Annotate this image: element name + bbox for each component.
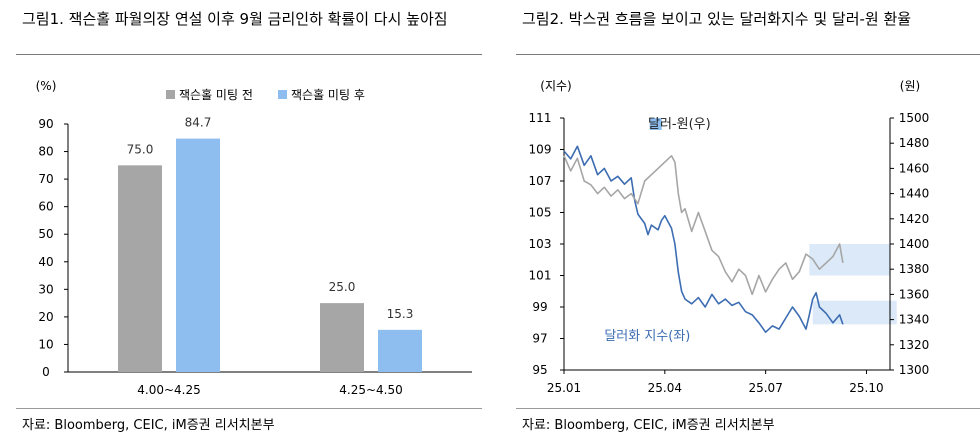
right-source: 자료: Bloomberg, CEIC, iM증권 리서치본부: [522, 418, 775, 433]
line-ytick-left-label-2: 99: [532, 300, 547, 314]
line-chart: (지수) (원) 95 97 99 101 103 105 107 109 111 1300 1320 1…: [529, 79, 930, 395]
bar-2-1: [320, 303, 364, 372]
right-panel: 그림2. 박스권 흐름을 보이고 있는 달러화지수 및 달러-원 환율 (지수)…: [500, 0, 980, 436]
line-ytick-right-label-0: 1300: [899, 363, 930, 377]
line-ytick-right-label-4: 1380: [899, 262, 930, 276]
line-ytick-left-label-3: 101: [529, 269, 552, 283]
right-figure-title: 그림2. 박스권 흐름을 보이고 있는 달러화지수 및 달러-원 환율: [522, 10, 912, 28]
krw-series-line: [563, 155, 844, 296]
line-ytick-right-label-10: 1500: [899, 111, 930, 125]
line-ytick-left-label-5: 105: [529, 206, 552, 220]
bar-ytick-label-6: 60: [38, 200, 53, 214]
left-chart-area: (%) 잭슨홀 미팅 전 잭슨홀 미팅 후 0 10 20 30 40 50 60 70 80 90 4.…: [16, 62, 482, 404]
line-ytick-right-label-7: 1440: [899, 187, 930, 201]
bar-data-label-2-1: 25.0: [329, 280, 356, 294]
bar-ytick-label-1: 10: [38, 337, 53, 351]
bar-ytick-label-7: 70: [38, 172, 53, 186]
line-ytick-right-label-6: 1420: [899, 212, 930, 226]
line-ytick-right-label-9: 1480: [899, 136, 930, 150]
line-ytick-right-label-2: 1340: [899, 313, 930, 327]
bar-ytick-label-0: 0: [42, 365, 50, 379]
range-box-1: [809, 244, 890, 276]
range-box-2: [812, 300, 897, 325]
left-source: 자료: Bloomberg, CEIC, iM증권 리서치본부: [22, 418, 275, 433]
left-figure-title: 그림1. 잭슨홀 파월의장 연설 이후 9월 금리인하 확률이 다시 높아짐: [22, 10, 448, 28]
legend-swatch-2: [278, 90, 287, 99]
bar-data-label-1-2: 84.7: [185, 116, 212, 130]
line-ytick-left-label-7: 109: [529, 143, 552, 157]
bar-category-label-1: 4.00~4.25: [137, 383, 201, 397]
dxy-series-label: 달러화 지수(좌): [604, 329, 690, 344]
line-ylabel-right: (원): [900, 79, 920, 93]
line-ytick-left-label-0: 95: [532, 363, 547, 377]
line-xtick-label-2: 25.07: [748, 381, 782, 395]
krw-label-highlight: [649, 118, 662, 130]
bar-chart: (%) 잭슨홀 미팅 전 잭슨홀 미팅 후 0 10 20 30 40 50 60 70 80 90 4.…: [36, 79, 472, 397]
bar-data-label-2-2: 15.3: [387, 307, 414, 321]
bar-ytick-label-9: 90: [38, 117, 53, 131]
line-ytick-right-label-5: 1400: [899, 237, 930, 251]
legend-label-2: 잭슨홀 미팅 후: [291, 88, 365, 102]
line-ytick-right-label-3: 1360: [899, 287, 930, 301]
bar-category-label-2: 4.25~4.50: [339, 383, 403, 397]
krw-series-label: 달러-원(우): [648, 117, 711, 132]
right-chart-area: (지수) (원) 95 97 99 101 103 105 107 109 111 1300 1320 1…: [516, 62, 980, 404]
left-bottom-rule: [16, 408, 482, 409]
line-ytick-left-label-4: 103: [529, 237, 552, 251]
line-xtick-label-0: 25.01: [547, 381, 581, 395]
left-panel: 그림1. 잭슨홀 파월의장 연설 이후 9월 금리인하 확률이 다시 높아짐 (…: [0, 0, 482, 436]
right-bottom-rule: [516, 408, 980, 409]
legend-swatch-1: [166, 90, 175, 99]
line-ytick-right-label-1: 1320: [899, 338, 930, 352]
bar-ytick-label-2: 20: [38, 310, 53, 324]
bar-ytick-label-3: 30: [38, 282, 53, 296]
line-ytick-left-label-6: 107: [529, 174, 552, 188]
line-xtick-label-3: 25.10: [849, 381, 883, 395]
bar-1-2: [176, 138, 220, 372]
bar-ytick-label-8: 80: [38, 145, 53, 159]
right-title-rule: [516, 54, 980, 55]
bar-1-1: [118, 165, 162, 372]
bar-2-2: [378, 329, 422, 372]
bar-ytick-label-5: 50: [38, 227, 53, 241]
bar-ytick-label-4: 40: [38, 255, 53, 269]
bar-ylabel: (%): [36, 79, 57, 93]
dxy-series-line: [563, 145, 844, 334]
left-title-rule: [16, 54, 482, 55]
line-ytick-left-label-8: 111: [529, 111, 552, 125]
line-ytick-left-label-1: 97: [532, 332, 547, 346]
bar-data-label-1-1: 75.0: [127, 142, 154, 156]
line-ylabel-left: (지수): [540, 79, 571, 93]
line-ytick-right-label-8: 1460: [899, 161, 930, 175]
legend-label-1: 잭슨홀 미팅 전: [179, 88, 253, 102]
line-xtick-label-1: 25.04: [648, 381, 682, 395]
